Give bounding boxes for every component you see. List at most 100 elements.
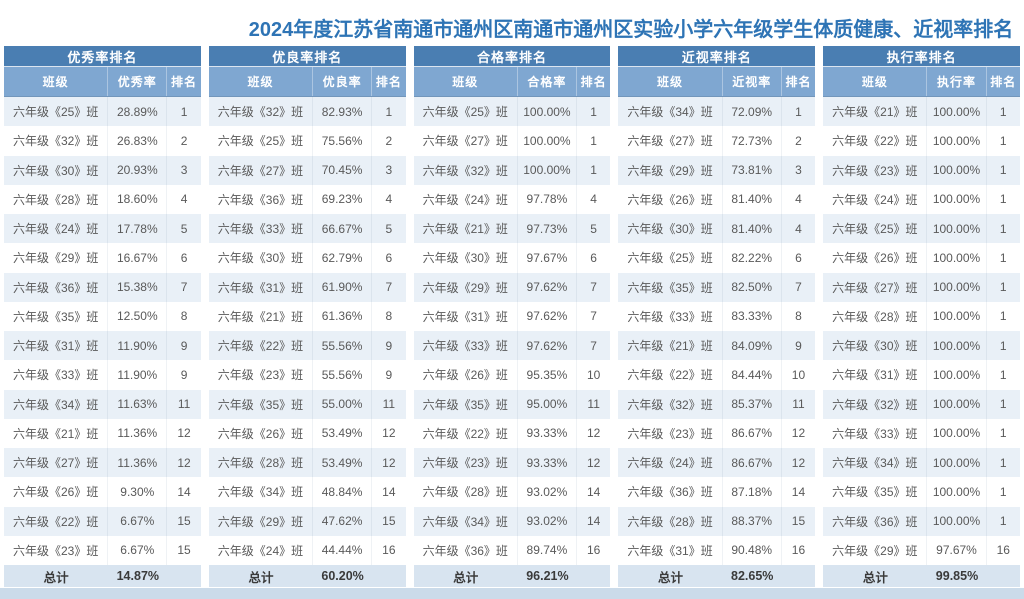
rank-cell: 12 — [382, 455, 396, 470]
rate-cell: 53.49% — [313, 418, 373, 448]
rate-cell: 72.09% — [723, 97, 782, 127]
table-row: 六年级《33》班 83.33% 8 — [618, 301, 816, 331]
column-header-rank: 排名 — [580, 75, 607, 89]
rank-cell: 5 — [590, 221, 597, 236]
table-row: 六年级《29》班 16.67% 6 — [4, 243, 201, 273]
rank-cell: 1 — [795, 104, 802, 119]
table-row: 六年级《35》班 55.00% 11 — [208, 389, 406, 419]
class-cell: 六年级《28》班 — [4, 184, 109, 214]
class-cell: 六年级《35》班 — [209, 389, 314, 419]
rank-cell: 14 — [177, 484, 191, 499]
rate-cell: 97.62% — [518, 301, 577, 331]
class-cell: 六年级《22》班 — [4, 506, 109, 536]
column-header-class: 班级 — [618, 67, 723, 96]
table-row: 六年级《28》班 88.37% 15 — [618, 506, 816, 536]
class-cell: 六年级《27》班 — [4, 448, 109, 478]
rate-cell: 100.00% — [927, 506, 987, 536]
rate-cell: 81.40% — [723, 184, 782, 214]
class-cell: 六年级《32》班 — [4, 126, 109, 156]
rank-cell: 3 — [180, 163, 188, 178]
column-header-rate: 合格率 — [518, 67, 577, 96]
rank-cell: 6 — [180, 250, 188, 265]
total-rank-empty — [577, 565, 610, 587]
rate-cell: 93.33% — [518, 418, 577, 448]
rate-cell: 9.30% — [108, 477, 168, 507]
table-row: 六年级《22》班 6.67% 15 — [4, 506, 201, 536]
rate-cell: 88.37% — [723, 506, 782, 536]
table-row: 六年级《36》班 69.23% 4 — [208, 184, 406, 214]
class-cell: 六年级《34》班 — [618, 97, 723, 127]
class-cell: 六年级《27》班 — [414, 126, 518, 156]
table-title: 合格率排名 — [413, 46, 611, 67]
rank-cell: 10 — [791, 367, 806, 382]
rate-cell: 70.45% — [313, 155, 373, 185]
total-value: 82.65% — [731, 569, 774, 583]
table-row: 六年级《33》班 66.67% 5 — [208, 214, 406, 244]
rate-cell: 84.09% — [723, 331, 782, 361]
rate-cell: 100.00% — [518, 155, 577, 185]
rank-cell: 11 — [382, 397, 396, 412]
class-cell: 六年级《28》班 — [618, 506, 723, 536]
table-row: 六年级《27》班 100.00% 1 — [413, 126, 611, 156]
table-row: 六年级《34》班 100.00% 1 — [823, 448, 1020, 478]
rank-cell: 7 — [590, 280, 597, 295]
table-row: 六年级《29》班 73.81% 3 — [618, 155, 816, 185]
table-row: 六年级《24》班 17.78% 5 — [4, 214, 201, 244]
rate-cell: 100.00% — [927, 331, 987, 361]
rank-cell: 1 — [999, 250, 1007, 265]
rate-cell: 11.36% — [108, 448, 168, 478]
rank-cell: 14 — [791, 484, 806, 499]
page-title: 2024年度江苏省南通市通州区南通市通州区实验小学六年级学生体质健康、近视率排名 — [248, 19, 1014, 41]
rank-cell: 16 — [586, 543, 601, 558]
rank-cell: 8 — [385, 309, 393, 324]
class-cell: 六年级《27》班 — [618, 126, 723, 156]
class-cell: 六年级《36》班 — [823, 506, 928, 536]
table-row: 六年级《26》班 81.40% 4 — [618, 184, 816, 214]
table-row: 六年级《30》班 81.40% 4 — [618, 214, 816, 244]
table-row: 六年级《36》班 89.74% 16 — [413, 535, 611, 565]
rate-cell: 93.02% — [518, 477, 577, 507]
class-cell: 六年级《33》班 — [209, 214, 314, 244]
footer-bar — [0, 588, 1024, 599]
rank-cell: 1 — [999, 309, 1007, 324]
class-cell: 六年级《22》班 — [823, 126, 928, 156]
table-row: 六年级《21》班 84.09% 9 — [618, 331, 816, 361]
rank-cell: 1 — [999, 133, 1007, 148]
tables-container: 优秀率排名 班级 优秀率 排名 六年级《25》班 28.89% 1 六年级《32》班 2… — [4, 46, 1020, 587]
total-label: 总计 — [658, 570, 684, 585]
rank-cell: 1 — [999, 192, 1007, 207]
rank-cell: 1 — [999, 397, 1007, 412]
class-cell: 六年级《33》班 — [823, 418, 928, 448]
class-cell: 六年级《23》班 — [823, 155, 928, 185]
column-header-row: 班级 优良率 排名 — [208, 67, 406, 97]
column-header-rate: 执行率 — [927, 67, 987, 96]
rank-cell: 9 — [180, 367, 188, 382]
total-rank-empty — [372, 565, 405, 587]
rate-cell: 73.81% — [723, 155, 782, 185]
rate-cell: 100.00% — [927, 243, 987, 273]
table-row: 六年级《31》班 100.00% 1 — [823, 360, 1020, 390]
class-cell: 六年级《21》班 — [209, 301, 314, 331]
class-cell: 六年级《32》班 — [618, 389, 723, 419]
table-row: 六年级《23》班 100.00% 1 — [823, 155, 1020, 185]
table-row: 六年级《22》班 55.56% 9 — [208, 331, 406, 361]
rate-cell: 86.67% — [723, 418, 782, 448]
rate-cell: 86.67% — [723, 448, 782, 478]
rate-cell: 55.00% — [313, 389, 373, 419]
rank-cell: 7 — [590, 338, 597, 353]
class-cell: 六年级《21》班 — [4, 418, 109, 448]
class-cell: 六年级《22》班 — [618, 360, 723, 390]
class-cell: 六年级《21》班 — [414, 214, 518, 244]
class-cell: 六年级《24》班 — [209, 535, 314, 565]
column-header-row: 班级 执行率 排名 — [823, 67, 1020, 97]
rate-cell: 89.74% — [518, 535, 577, 565]
rate-cell: 100.00% — [927, 272, 987, 302]
class-cell: 六年级《36》班 — [4, 272, 109, 302]
rank-cell: 14 — [586, 484, 601, 499]
class-cell: 六年级《34》班 — [4, 389, 109, 419]
column-header-rank: 排名 — [990, 75, 1017, 89]
class-cell: 六年级《36》班 — [414, 535, 518, 565]
total-value: 60.20% — [321, 569, 364, 583]
total-label: 总计 — [862, 570, 888, 585]
table-row: 六年级《35》班 82.50% 7 — [618, 272, 816, 302]
